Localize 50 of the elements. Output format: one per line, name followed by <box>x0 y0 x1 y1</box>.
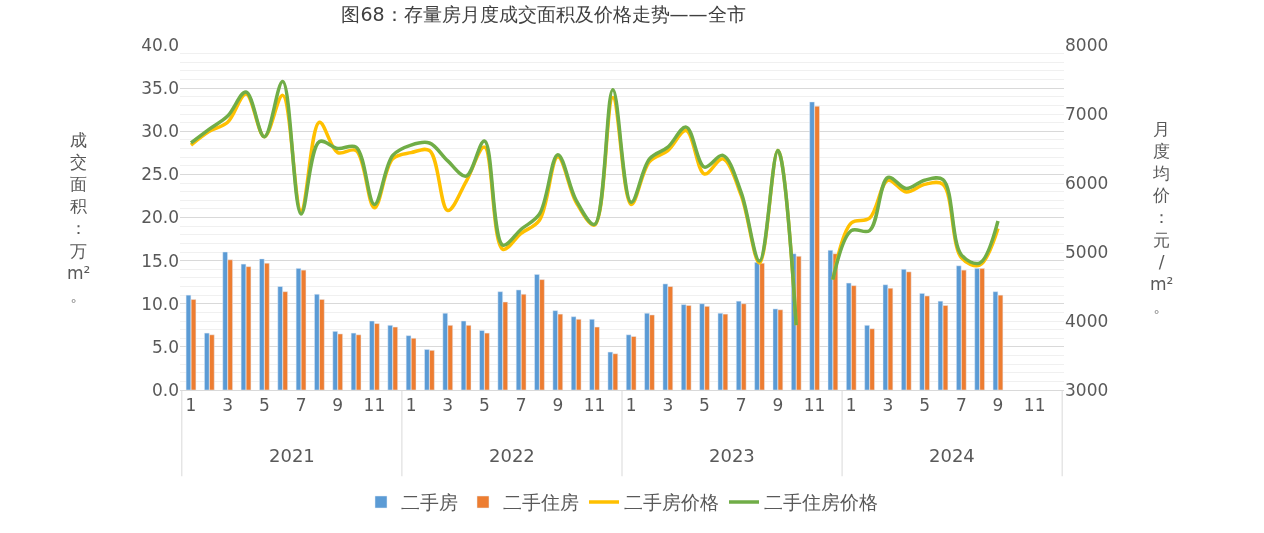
x-tick-label: 3 <box>222 395 234 416</box>
x-tick-label: 1 <box>185 395 197 416</box>
text: 2024 <box>929 445 975 466</box>
y-tick-label: 40.0 <box>141 34 179 55</box>
x-tick-label: 5 <box>479 395 490 416</box>
x-tick-label: 7 <box>735 395 747 416</box>
y2-tick-label: 8000 <box>1065 34 1109 55</box>
text: 2022 <box>489 445 535 466</box>
x-tick-label: 11 <box>583 395 606 416</box>
x-tick-label: 1 <box>845 395 857 416</box>
legend-label: 二手房 <box>401 491 458 514</box>
x-tick-label: 5 <box>258 395 270 416</box>
y-tick-label: 35.0 <box>141 78 179 99</box>
x-tick-label: 11 <box>363 395 386 416</box>
y2-tick-label: 6000 <box>1065 172 1109 193</box>
y-tick-label: 10.0 <box>141 293 179 314</box>
y-tick-label: 0.0 <box>151 379 179 400</box>
y-tick-label: 5.0 <box>151 336 179 357</box>
text: 2021 <box>269 445 315 466</box>
legend-label: 二手住房 <box>503 491 579 514</box>
y2-tick-label: 4000 <box>1065 310 1109 331</box>
legend-label: 二手房价格 <box>624 491 719 514</box>
y-tick-label: 20.0 <box>141 207 179 228</box>
x-tick-label: 7 <box>295 395 307 416</box>
x-tick-label: 7 <box>955 395 967 416</box>
y2-tick-label: 3000 <box>1065 379 1109 400</box>
y2-tick-label: 5000 <box>1065 241 1109 262</box>
legend-label: 二手住房价格 <box>764 491 878 514</box>
x-tick-label: 3 <box>662 395 674 416</box>
x-tick-label: 3 <box>442 395 454 416</box>
x-tick-label: 9 <box>772 395 784 416</box>
x-tick-label: 5 <box>919 395 931 416</box>
x-tick-label: 1 <box>625 395 637 416</box>
x-tick-label: 5 <box>699 395 710 416</box>
x-tick-label: 3 <box>882 395 894 416</box>
x-tick-label: 7 <box>515 395 527 416</box>
x-tick-label: 9 <box>992 395 1004 416</box>
y-tick-label: 30.0 <box>141 121 179 142</box>
x-tick-label: 11 <box>803 395 826 416</box>
y-tick-label: 25.0 <box>141 164 179 185</box>
y2-tick-label: 7000 <box>1065 103 1109 124</box>
x-tick-label: 9 <box>552 395 564 416</box>
y-tick-label: 15.0 <box>141 250 179 271</box>
x-tick-label: 11 <box>1023 395 1046 416</box>
text: 月度均价：元/m²。 <box>1150 119 1174 316</box>
text: 2023 <box>709 445 755 466</box>
x-tick-label: 1 <box>405 395 417 416</box>
x-tick-label: 9 <box>332 395 344 416</box>
chart-title: 图68：存量房月度成交面积及价格走势——全市 <box>341 3 746 26</box>
y-axis-title: 成交面积：万m²。 <box>67 130 91 305</box>
